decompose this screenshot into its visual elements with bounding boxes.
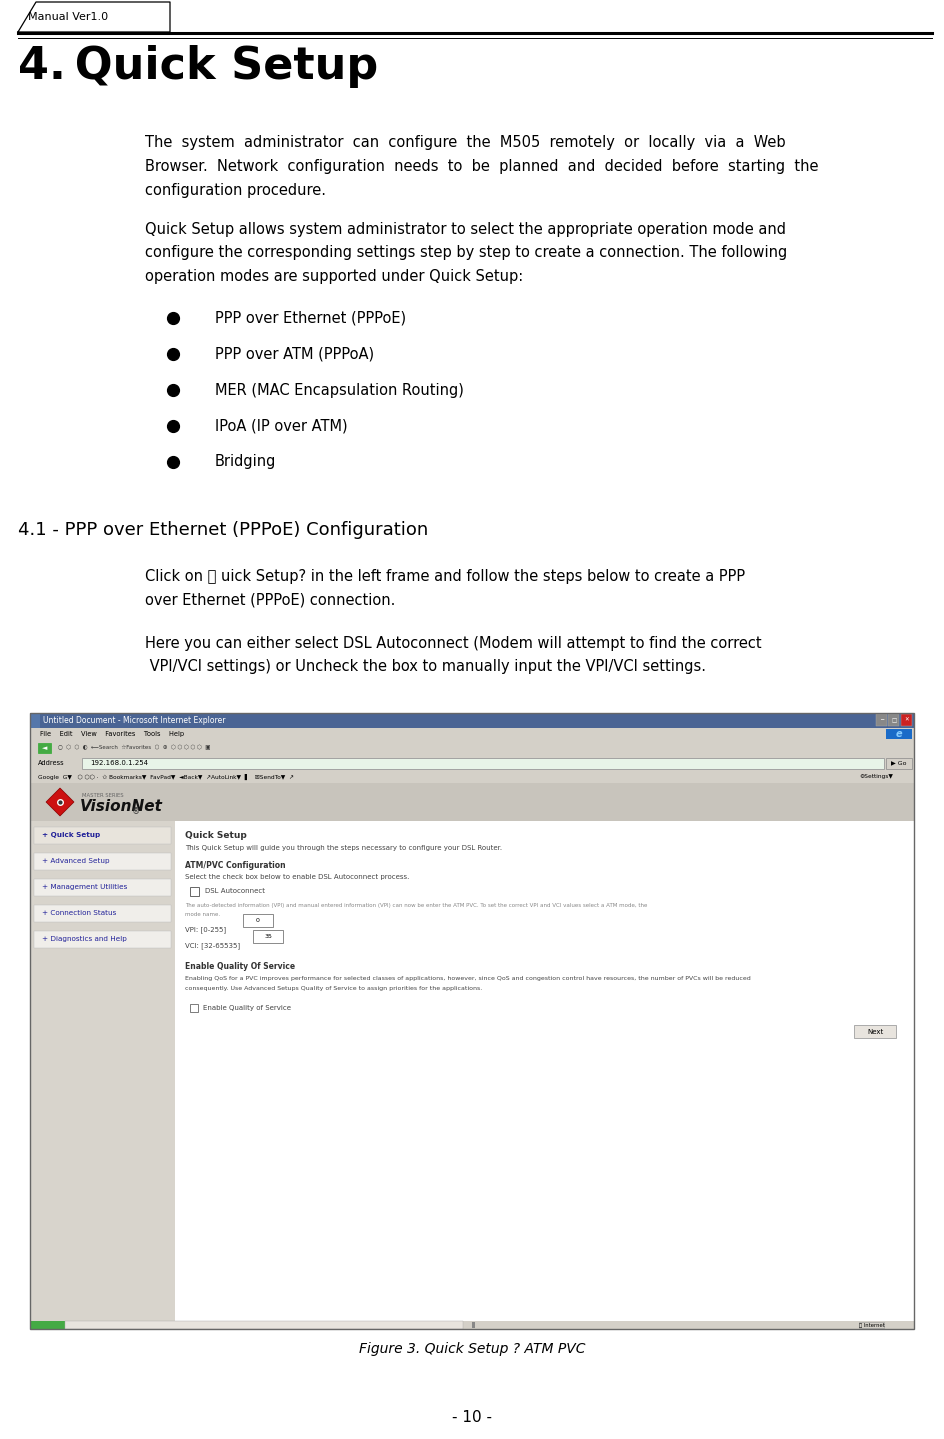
Polygon shape [46, 789, 74, 816]
FancyBboxPatch shape [30, 712, 914, 1330]
Text: □: □ [891, 718, 896, 722]
FancyBboxPatch shape [243, 914, 273, 927]
FancyBboxPatch shape [190, 1004, 198, 1012]
FancyBboxPatch shape [38, 743, 51, 753]
Text: Browser.  Network  configuration  needs  to  be  planned  and  decided  before  : Browser. Network configuration needs to … [145, 158, 818, 174]
Text: configure the corresponding settings step by step to create a connection. The fo: configure the corresponding settings ste… [145, 246, 787, 260]
FancyBboxPatch shape [30, 1321, 914, 1330]
Text: MER (MAC Encapsulation Routing): MER (MAC Encapsulation Routing) [215, 383, 464, 397]
Text: operation modes are supported under Quick Setup:: operation modes are supported under Quic… [145, 269, 523, 283]
FancyBboxPatch shape [175, 822, 914, 1321]
FancyBboxPatch shape [854, 1025, 896, 1038]
Text: VisionNet: VisionNet [80, 799, 163, 814]
Text: Untitled Document - Microsoft Internet Explorer: Untitled Document - Microsoft Internet E… [43, 715, 226, 725]
FancyBboxPatch shape [30, 728, 914, 740]
Text: 192.168.0.1.254: 192.168.0.1.254 [90, 760, 148, 766]
Text: Select the check box below to enable DSL Autoconnect process.: Select the check box below to enable DSL… [185, 873, 410, 881]
Text: configuration procedure.: configuration procedure. [145, 183, 326, 197]
Text: IPoA (IP over ATM): IPoA (IP over ATM) [215, 419, 347, 433]
Text: ─: ─ [880, 718, 883, 722]
Text: consequently. Use Advanced Setups Quality of Service to assign priorities for th: consequently. Use Advanced Setups Qualit… [185, 986, 482, 991]
Text: This Quick Setup will guide you through the steps necessary to configure your DS: This Quick Setup will guide you through … [185, 845, 502, 850]
FancyBboxPatch shape [886, 758, 912, 768]
Text: 4.1 - PPP over Ethernet (PPPoE) Configuration: 4.1 - PPP over Ethernet (PPPoE) Configur… [18, 521, 429, 538]
Text: Enable Quality of Service: Enable Quality of Service [203, 1004, 291, 1012]
Text: over Ethernet (PPPoE) connection.: over Ethernet (PPPoE) connection. [145, 591, 396, 607]
Text: + Advanced Setup: + Advanced Setup [42, 858, 110, 863]
Text: Google  G▼   ⬡ ⬡⬡ ·  ✩ Bookmarks▼  FavPad▼  ◄Back▼  ↗AutoLink▼  ▌   ✉SendTo▼  ↗: Google G▼ ⬡ ⬡⬡ · ✩ Bookmarks▼ FavPad▼ ◄B… [38, 774, 294, 780]
Text: PPP over Ethernet (PPPoE): PPP over Ethernet (PPPoE) [215, 311, 406, 325]
Text: File    Edit    View    Favorites    Tools    Help: File Edit View Favorites Tools Help [40, 731, 184, 737]
Text: 🌐 Internet: 🌐 Internet [858, 1322, 885, 1328]
FancyBboxPatch shape [30, 783, 914, 822]
Text: DSL Autoconnect: DSL Autoconnect [205, 888, 265, 894]
FancyBboxPatch shape [82, 758, 884, 768]
Text: PPP over ATM (PPPoA): PPP over ATM (PPPoA) [215, 347, 374, 361]
Text: Enable Quality Of Service: Enable Quality Of Service [185, 963, 295, 971]
Text: ✕: ✕ [904, 718, 908, 722]
Text: Here you can either select DSL Autoconnect (Modem will attempt to find the corre: Here you can either select DSL Autoconne… [145, 636, 762, 650]
Text: + Connection Status: + Connection Status [42, 909, 116, 917]
Text: mode name.: mode name. [185, 912, 220, 917]
Text: + Management Utilities: + Management Utilities [42, 884, 127, 889]
Text: Address: Address [38, 760, 64, 766]
FancyBboxPatch shape [30, 712, 914, 728]
FancyBboxPatch shape [30, 1321, 65, 1330]
FancyBboxPatch shape [190, 886, 199, 896]
Text: Next: Next [867, 1029, 884, 1035]
FancyBboxPatch shape [472, 1322, 475, 1328]
FancyBboxPatch shape [30, 755, 914, 770]
FancyBboxPatch shape [253, 930, 283, 943]
FancyBboxPatch shape [65, 1321, 463, 1330]
Text: Click on 援 uick Setup? in the left frame and follow the steps below to create a : Click on 援 uick Setup? in the left frame… [145, 568, 745, 583]
Text: Quick Setup allows system administrator to select the appropriate operation mode: Quick Setup allows system administrator … [145, 222, 786, 237]
FancyBboxPatch shape [888, 714, 899, 725]
Text: Quick Setup: Quick Setup [185, 830, 246, 840]
Text: + Quick Setup: + Quick Setup [42, 832, 100, 837]
Text: The  system  administrator  can  configure  the  M505  remotely  or  locally  vi: The system administrator can configure t… [145, 135, 785, 151]
Text: Manual Ver1.0: Manual Ver1.0 [28, 12, 109, 22]
Text: MASTER SERIES: MASTER SERIES [82, 793, 124, 799]
Text: VPI/VCI settings) or Uncheck the box to manually input the VPI/VCI settings.: VPI/VCI settings) or Uncheck the box to … [145, 659, 706, 673]
Text: The auto-detected information (VPI) and manual entered information (VPI) can now: The auto-detected information (VPI) and … [185, 904, 648, 908]
FancyBboxPatch shape [34, 931, 171, 947]
Text: 0: 0 [256, 918, 260, 924]
FancyBboxPatch shape [901, 714, 912, 725]
Text: Figure 3. Quick Setup ? ATM PVC: Figure 3. Quick Setup ? ATM PVC [359, 1343, 585, 1356]
Text: ATM/PVC Configuration: ATM/PVC Configuration [185, 861, 286, 871]
Text: 35: 35 [264, 934, 272, 940]
Text: ▶ Go: ▶ Go [891, 761, 907, 766]
FancyBboxPatch shape [30, 822, 175, 1321]
FancyBboxPatch shape [34, 879, 171, 895]
Text: ○  ⬡  ⬡  ◐  ⟵Search  ☆Favorites  ⬡  ⊕  ⬡ ⬡ ⬡ ⬡ ⬡  ▣: ○ ⬡ ⬡ ◐ ⟵Search ☆Favorites ⬡ ⊕ ⬡ ⬡ ⬡ ⬡ ⬡… [58, 745, 211, 751]
FancyBboxPatch shape [859, 1322, 884, 1328]
Text: VPI: [0-255]: VPI: [0-255] [185, 927, 227, 932]
Text: ⚙Settings▼: ⚙Settings▼ [859, 774, 893, 780]
FancyBboxPatch shape [876, 714, 886, 725]
Text: 4. Quick Setup: 4. Quick Setup [18, 46, 379, 89]
Polygon shape [18, 1, 170, 32]
FancyBboxPatch shape [30, 770, 914, 783]
Text: - 10 -: - 10 - [452, 1409, 492, 1425]
FancyBboxPatch shape [34, 853, 171, 869]
FancyBboxPatch shape [30, 712, 40, 728]
FancyBboxPatch shape [30, 740, 914, 755]
FancyBboxPatch shape [886, 730, 912, 738]
Text: ®: ® [132, 807, 141, 816]
Text: + Diagnostics and Help: + Diagnostics and Help [42, 935, 126, 943]
Text: VCI: [32-65535]: VCI: [32-65535] [185, 943, 240, 948]
Text: ◄: ◄ [42, 745, 47, 751]
FancyBboxPatch shape [34, 905, 171, 921]
FancyBboxPatch shape [34, 827, 171, 843]
Text: e: e [896, 728, 902, 738]
Text: Bridging: Bridging [215, 455, 277, 469]
Text: Enabling QoS for a PVC improves performance for selected classes of applications: Enabling QoS for a PVC improves performa… [185, 976, 750, 981]
